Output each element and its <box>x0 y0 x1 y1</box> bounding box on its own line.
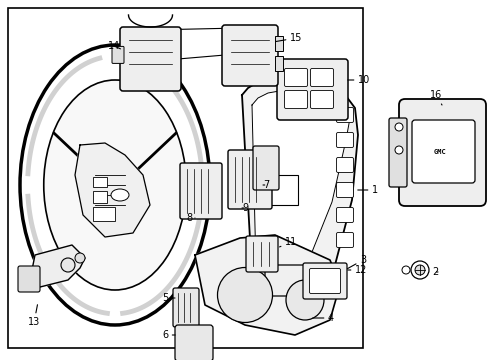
FancyBboxPatch shape <box>303 263 347 299</box>
FancyBboxPatch shape <box>285 90 308 108</box>
FancyBboxPatch shape <box>311 68 334 86</box>
Text: 5: 5 <box>162 293 175 303</box>
Text: 8: 8 <box>186 213 195 223</box>
Polygon shape <box>252 90 350 282</box>
Ellipse shape <box>20 45 210 325</box>
Text: 9: 9 <box>242 203 248 213</box>
Text: 10: 10 <box>348 75 370 85</box>
FancyBboxPatch shape <box>389 118 407 187</box>
FancyBboxPatch shape <box>253 146 279 190</box>
Circle shape <box>395 146 403 154</box>
Text: 7: 7 <box>263 180 269 190</box>
Polygon shape <box>28 245 85 290</box>
FancyBboxPatch shape <box>311 90 334 108</box>
FancyBboxPatch shape <box>337 207 353 222</box>
FancyBboxPatch shape <box>412 120 475 183</box>
Polygon shape <box>242 78 358 295</box>
FancyBboxPatch shape <box>277 59 348 120</box>
Bar <box>93 191 107 203</box>
Text: 11: 11 <box>280 237 297 247</box>
Circle shape <box>411 261 429 279</box>
FancyBboxPatch shape <box>337 132 353 148</box>
Bar <box>8 8 363 348</box>
FancyBboxPatch shape <box>265 265 309 296</box>
Bar <box>268 175 298 205</box>
FancyBboxPatch shape <box>222 25 278 86</box>
Polygon shape <box>75 143 150 237</box>
FancyBboxPatch shape <box>310 269 341 293</box>
Ellipse shape <box>218 267 272 323</box>
Bar <box>275 36 283 51</box>
Circle shape <box>402 266 410 274</box>
FancyBboxPatch shape <box>246 236 278 272</box>
Bar <box>275 56 283 71</box>
Text: 15: 15 <box>276 33 302 43</box>
FancyBboxPatch shape <box>285 68 308 86</box>
FancyBboxPatch shape <box>120 27 181 91</box>
Text: 4: 4 <box>313 313 334 323</box>
FancyBboxPatch shape <box>173 288 199 327</box>
FancyBboxPatch shape <box>112 46 124 63</box>
Text: 6: 6 <box>162 330 175 340</box>
Polygon shape <box>195 235 340 335</box>
Text: 2: 2 <box>432 267 438 277</box>
Circle shape <box>61 258 75 272</box>
FancyBboxPatch shape <box>180 163 222 219</box>
FancyBboxPatch shape <box>337 158 353 172</box>
Text: 12: 12 <box>348 265 368 275</box>
Ellipse shape <box>286 280 324 320</box>
Bar <box>93 207 115 221</box>
Text: 1: 1 <box>358 185 378 195</box>
Ellipse shape <box>111 189 129 201</box>
Text: 14: 14 <box>108 41 121 51</box>
FancyBboxPatch shape <box>337 183 353 198</box>
Text: 3: 3 <box>347 255 366 269</box>
Circle shape <box>415 265 425 275</box>
Bar <box>93 177 107 187</box>
Circle shape <box>395 123 403 131</box>
Text: GMC: GMC <box>434 149 446 155</box>
FancyBboxPatch shape <box>337 108 353 122</box>
Ellipse shape <box>44 80 186 290</box>
FancyBboxPatch shape <box>228 150 272 209</box>
Text: 13: 13 <box>28 305 40 327</box>
FancyBboxPatch shape <box>337 233 353 248</box>
Circle shape <box>75 253 85 263</box>
FancyBboxPatch shape <box>18 266 40 292</box>
FancyBboxPatch shape <box>399 99 486 206</box>
FancyBboxPatch shape <box>175 325 213 360</box>
Text: 16: 16 <box>430 90 442 105</box>
